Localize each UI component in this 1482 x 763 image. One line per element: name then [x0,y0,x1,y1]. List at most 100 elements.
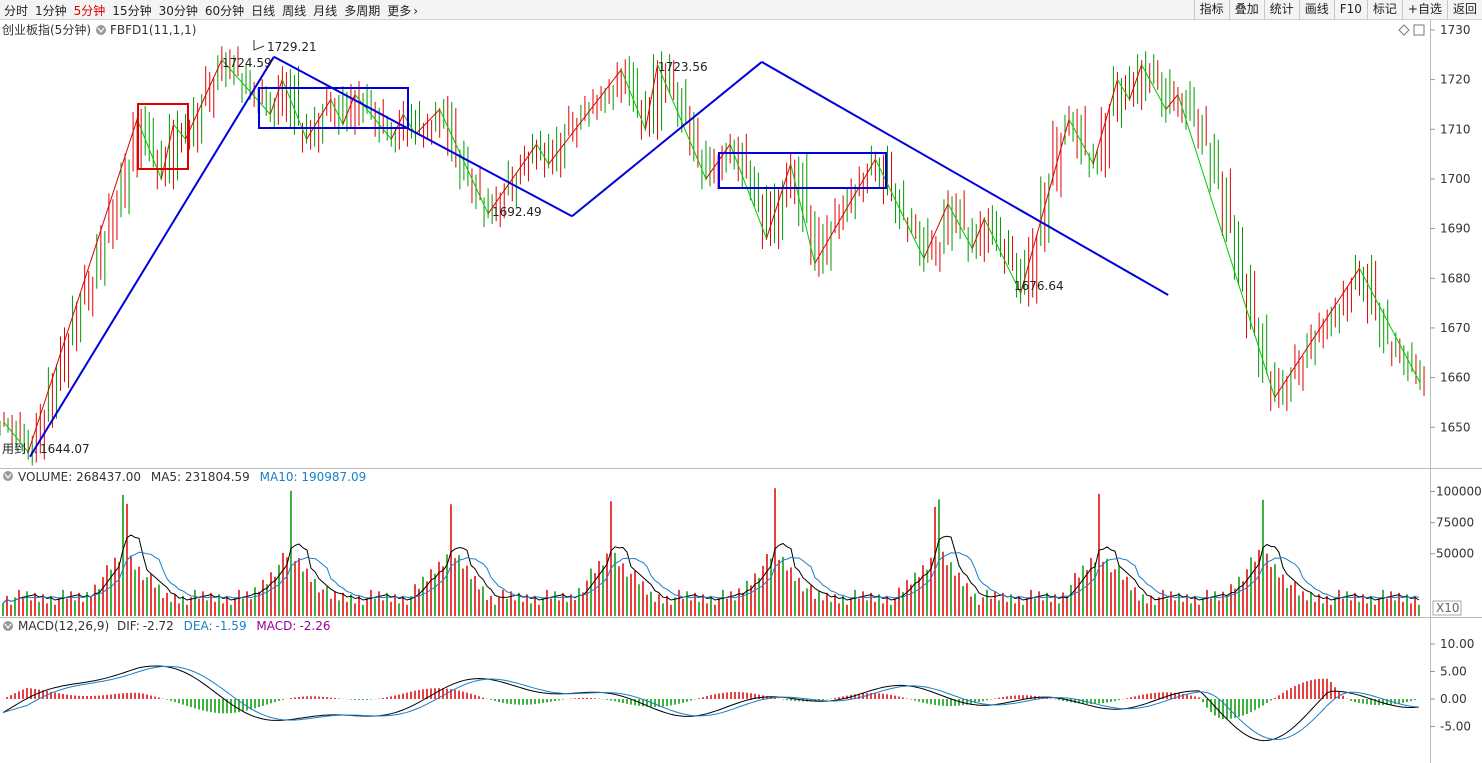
wave-segment [1177,94,1276,398]
tab-period-60min[interactable]: 60分钟 [204,3,245,18]
wave-segment [390,114,404,140]
macd-dif-line [2,665,1420,742]
zigzag-trend-line [273,55,573,218]
chevron-right-icon: › [413,3,419,18]
period-toolbar: 分时 1分钟 5分钟 15分钟 30分钟 60分钟 日线 周线 月线 多周期 更… [0,0,1482,20]
high-marker-arrow-icon [253,40,265,51]
main-y-tick-label: 1730 [1440,23,1471,37]
volume-colon: : [68,470,76,484]
tab-period-30min[interactable]: 30分钟 [158,3,198,18]
wave-segment [1020,119,1070,294]
wave-segment [160,124,174,180]
tab-period-1min[interactable]: 1分钟 [35,3,67,18]
back-button[interactable]: 返回 [1446,0,1482,20]
volume-ma5-line [2,534,1420,604]
volume-name: VOLUME [18,470,68,484]
macd-y-tick-label: -5.00 [1440,720,1471,734]
macd-value: -2.26 [299,619,330,633]
wave-segment [1141,64,1167,110]
maximize-icon[interactable] [1413,24,1425,36]
wave-segment [790,163,816,264]
statistics-button[interactable]: 统计 [1263,0,1299,20]
volume-unit-box [1432,600,1462,616]
draw-line-button[interactable]: 画线 [1298,0,1334,20]
main-y-tick-label: 1710 [1440,122,1471,136]
volume-ma10-line [2,551,1420,604]
wave-segment [983,218,1022,294]
macd-panel-menu-icon[interactable] [3,621,13,631]
annotation-high: 1729.21 [267,40,317,54]
wave-segment [185,59,223,140]
chevron-down-icon [97,27,105,33]
bottom-left-hint: 用到... [2,442,37,456]
more-periods-button[interactable]: 更多 › [387,2,418,19]
volume-y-tick-label: 50000 [1436,547,1474,561]
overlay-button[interactable]: 叠加 [1228,0,1264,20]
wave-segment [536,143,550,165]
wave-lines [3,59,1421,453]
tab-period-weekly[interactable]: 周线 [282,3,307,18]
ma5-value: 231804.59 [185,470,250,484]
wave-segment [439,109,489,214]
wave-segment [173,123,186,140]
macd-y-tick-label: 10.00 [1440,637,1474,651]
f10-button[interactable]: F10 [1333,0,1367,20]
zigzag-trend-line [761,61,1169,296]
wave-segment [644,64,659,130]
wave-segment [1165,94,1179,110]
main-indicator-label: FBFD1(11,1,1) [110,23,196,37]
ma10-colon: : [293,470,301,484]
wave-segment [1092,79,1118,165]
wave-segment [923,203,949,259]
wave-segment [221,59,271,115]
wave-segment [1129,64,1143,100]
wave-segment [269,79,283,115]
macd-lines [2,665,1420,742]
tab-period-multi[interactable]: 多周期 [344,3,381,18]
wave-segment [354,94,392,140]
main-panel-title: 创业板指(5分钟) [2,22,91,37]
volume-unit-label: X10 [1436,601,1460,615]
main-y-tick-label: 1700 [1440,172,1471,186]
tab-period-5min[interactable]: 5分钟 [73,3,106,18]
annotation-low: 1644.07 [40,442,90,456]
dif-value: -2.72 [143,619,174,633]
tool-buttons: 指标 叠加 统计 画线 F10 标记 +自选 返回 [1193,0,1482,20]
wave-segment [765,163,792,239]
wave-segment [874,158,925,259]
volume-bars [2,488,1420,616]
chevron-down-icon [4,623,12,629]
mark-button[interactable]: 标记 [1366,0,1402,20]
chart-area[interactable]: 创业板指(5分钟) FBFD1(11,1,1) 1730 1720 1710 1700… [0,20,1482,763]
main-y-tick-label: 1720 [1440,73,1471,87]
period-tabs: 分时 1分钟 5分钟 15分钟 30分钟 60分钟 日线 周线 月线 多周期 更… [0,0,421,20]
volume-y-tick-label: 100000 [1436,484,1482,498]
main-price-bars [0,46,1425,466]
tab-period-intraday[interactable]: 分时 [4,3,29,18]
wave-segment [1274,268,1360,398]
panel-menu-icon[interactable] [96,25,106,35]
wave-segment [330,99,344,125]
main-y-tick-label: 1690 [1440,222,1471,236]
volume-value: 268437.00 [76,470,141,484]
annotation-p2: 1692.49 [492,205,542,219]
tab-period-monthly[interactable]: 月线 [313,3,338,18]
indicator-button[interactable]: 指标 [1193,0,1229,20]
dea-label: DEA: [184,619,213,633]
main-y-tick-label: 1680 [1440,271,1471,285]
volume-panel-menu-icon[interactable] [3,471,13,481]
tab-period-daily[interactable]: 日线 [251,3,276,18]
add-watchlist-button[interactable]: +自选 [1401,0,1447,20]
annotation-p3: 1723.56 [658,60,708,74]
tab-period-15min[interactable]: 15分钟 [112,3,152,18]
dea-value: -1.59 [216,619,247,633]
wave-segment [3,421,29,453]
blue-box-marker-1 [258,87,409,129]
annotation-p1: 1724.59 [222,56,272,70]
wave-segment [947,203,973,249]
diamond-icon[interactable] [1398,24,1410,36]
zigzag-trend-lines [29,55,1169,458]
zigzag-trend-line [571,61,763,218]
main-y-tick-label: 1670 [1440,321,1471,335]
ma10-value: 190987.09 [301,470,366,484]
